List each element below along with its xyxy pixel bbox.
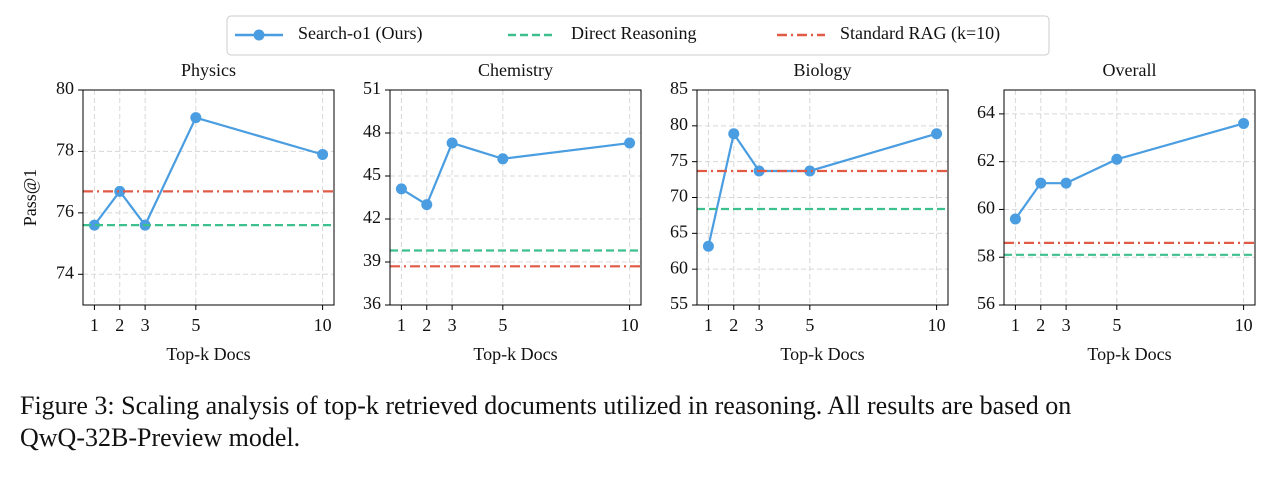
y-tick-label: 56	[977, 293, 995, 313]
caption-line: Figure 3: Scaling analysis of top-k retr…	[20, 391, 1071, 420]
data-point	[395, 183, 407, 195]
chart-title: Overall	[1103, 60, 1157, 80]
legend-label: Standard RAG (k=10)	[840, 23, 1000, 44]
plot-frame	[1003, 89, 1256, 306]
y-tick-label: 65	[670, 221, 688, 241]
y-tick-label: 45	[363, 164, 381, 184]
data-point	[190, 112, 202, 124]
series-line	[93, 116, 323, 228]
legend-marker	[253, 29, 265, 41]
data-point	[1009, 213, 1021, 225]
data-point	[931, 128, 943, 140]
x-tick-label: 5	[498, 315, 507, 335]
y-tick-label: 80	[56, 78, 74, 98]
data-point	[1035, 177, 1047, 189]
x-tick-label: 2	[1036, 315, 1045, 335]
data-point	[702, 240, 714, 252]
data-point	[1111, 153, 1123, 165]
x-tick-label: 5	[191, 315, 200, 335]
x-tick-label: 3	[141, 315, 150, 335]
y-tick-label: 42	[363, 207, 381, 227]
data-point	[446, 137, 458, 149]
data-point	[624, 137, 636, 149]
x-tick-label: 1	[704, 315, 713, 335]
x-tick-label: 1	[1011, 315, 1020, 335]
data-point	[1060, 177, 1072, 189]
y-tick-label: 64	[977, 102, 995, 122]
y-tick-label: 74	[56, 262, 74, 282]
x-axis-label: Top-k Docs	[1087, 344, 1171, 364]
x-tick-label: 1	[397, 315, 406, 335]
x-axis-label: Top-k Docs	[166, 344, 250, 364]
y-tick-label: 75	[670, 150, 688, 170]
y-tick-label: 62	[977, 150, 995, 170]
y-tick-label: 70	[670, 186, 688, 206]
series-line	[400, 141, 630, 207]
series-line	[1014, 122, 1244, 220]
y-axis-label: Pass@1	[20, 169, 40, 227]
y-tick-label: 78	[56, 140, 74, 160]
x-tick-label: 2	[422, 315, 431, 335]
x-tick-label: 2	[115, 315, 124, 335]
legend-label: Direct Reasoning	[571, 23, 696, 43]
data-point	[88, 219, 100, 231]
y-tick-label: 80	[670, 114, 688, 134]
x-tick-label: 3	[448, 315, 457, 335]
y-tick-label: 51	[363, 78, 381, 98]
y-tick-label: 36	[363, 293, 381, 313]
data-point	[421, 199, 433, 211]
x-tick-label: 3	[755, 315, 764, 335]
x-tick-label: 5	[1112, 315, 1121, 335]
chart-title: Biology	[793, 60, 851, 80]
y-tick-label: 60	[670, 257, 688, 277]
caption-line: QwQ-32B-Preview model.	[20, 423, 300, 452]
y-tick-label: 76	[56, 201, 74, 221]
x-tick-label: 1	[90, 315, 99, 335]
data-point	[114, 185, 126, 197]
x-tick-label: 5	[805, 315, 814, 335]
x-tick-label: 3	[1062, 315, 1071, 335]
series-line	[707, 131, 937, 247]
data-point	[728, 128, 740, 140]
y-tick-label: 39	[363, 250, 381, 270]
x-tick-label: 10	[1235, 315, 1253, 335]
chart-title: Physics	[181, 60, 236, 80]
chart-title: Chemistry	[478, 60, 553, 80]
data-point	[497, 153, 509, 165]
y-tick-label: 58	[977, 245, 995, 265]
x-axis-label: Top-k Docs	[780, 344, 864, 364]
plot-frame	[696, 89, 949, 306]
data-point	[317, 149, 329, 160]
legend-box	[226, 15, 1050, 56]
legend-label: Search-o1 (Ours)	[298, 23, 422, 44]
x-tick-label: 10	[928, 315, 946, 335]
x-tick-label: 10	[314, 315, 332, 335]
data-point	[804, 165, 816, 177]
plot-frame	[82, 89, 335, 306]
data-point	[1238, 117, 1250, 129]
plot-frame	[389, 89, 642, 306]
x-axis-label: Top-k Docs	[473, 344, 557, 364]
x-tick-label: 2	[729, 315, 738, 335]
y-tick-label: 60	[977, 198, 995, 218]
x-tick-label: 10	[621, 315, 639, 335]
y-tick-label: 48	[363, 121, 381, 141]
y-tick-label: 55	[670, 293, 688, 313]
y-tick-label: 85	[670, 78, 688, 98]
